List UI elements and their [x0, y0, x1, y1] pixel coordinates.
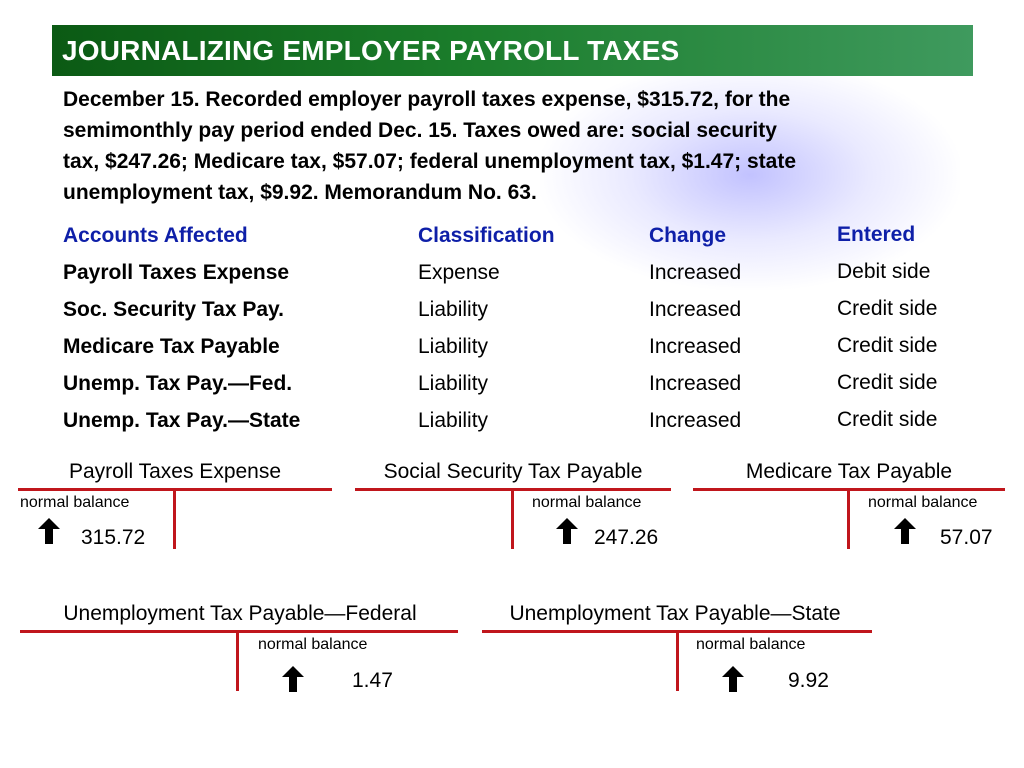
header-entered: Entered	[837, 223, 916, 246]
intro-paragraph: December 15. Recorded employer payroll t…	[63, 84, 973, 208]
table-row-account: Soc. Security Tax Pay.	[63, 298, 284, 321]
t-account-social-security-tax-payable: Social Security Tax Payable normal balan…	[352, 460, 674, 552]
table-row-classification: Liability	[418, 372, 489, 395]
header-accounts-affected: Accounts Affected	[63, 224, 248, 247]
intro-line: December 15. Recorded employer payroll t…	[63, 88, 791, 111]
table-row-entered: Credit side	[837, 334, 938, 357]
t-account-medicare-tax-payable: Medicare Tax Payable normal balance 57.0…	[690, 460, 1008, 552]
table-row-change: Increased	[649, 372, 742, 395]
t-account-unemployment-tax-payable-state: Unemployment Tax Payable—State normal ba…	[470, 602, 880, 694]
table-row-change: Increased	[649, 335, 742, 358]
t-account-amount: 1.47	[352, 669, 393, 692]
t-account-amount: 315.72	[81, 526, 146, 549]
t-account-center-line	[173, 488, 176, 549]
table-row-entered: Debit side	[837, 260, 931, 283]
table-row-entered: Credit side	[837, 297, 938, 320]
table-row-account: Payroll Taxes Expense	[63, 261, 290, 284]
up-arrow-icon	[282, 666, 304, 692]
table-row-classification: Liability	[418, 298, 489, 321]
up-arrow-icon	[38, 518, 60, 544]
t-account-payroll-taxes-expense: Payroll Taxes Expense normal balance 315…	[18, 460, 332, 552]
up-arrow-icon	[894, 518, 916, 544]
normal-balance-label: normal balance	[258, 636, 368, 653]
t-account-center-line	[511, 488, 514, 549]
table-row-classification: Liability	[418, 409, 489, 432]
t-account-title: Social Security Tax Payable	[383, 460, 643, 483]
up-arrow-icon	[722, 666, 744, 692]
t-account-title: Medicare Tax Payable	[745, 460, 953, 483]
t-account-amount: 247.26	[594, 526, 659, 549]
table-row-entered: Credit side	[837, 408, 938, 431]
intro-line: semimonthly pay period ended Dec. 15. Ta…	[63, 119, 777, 142]
intro-line: unemployment tax, $9.92. Memorandum No. …	[63, 181, 537, 204]
t-account-title: Payroll Taxes Expense	[68, 460, 282, 483]
table-row-change: Increased	[649, 409, 742, 432]
normal-balance-label: normal balance	[20, 494, 130, 511]
normal-balance-label: normal balance	[868, 494, 978, 511]
t-account-amount: 57.07	[940, 526, 993, 549]
t-account-top-line	[20, 630, 458, 633]
t-account-amount: 9.92	[788, 669, 829, 692]
table-row-classification: Expense	[418, 261, 500, 284]
t-account-title: Unemployment Tax Payable—State	[509, 602, 841, 625]
table-row-account: Medicare Tax Payable	[63, 335, 280, 358]
t-account-unemployment-tax-payable-federal: Unemployment Tax Payable—Federal normal …	[20, 602, 460, 694]
header-change: Change	[649, 224, 727, 247]
table-row-change: Increased	[649, 261, 742, 284]
up-arrow-icon	[556, 518, 578, 544]
table-row-classification: Liability	[418, 335, 489, 358]
table-row-account: Unemp. Tax Pay.—Fed.	[63, 372, 293, 395]
t-account-center-line	[676, 630, 679, 691]
t-account-center-line	[236, 630, 239, 691]
page-title: JOURNALIZING EMPLOYER PAYROLL TAXES	[62, 35, 680, 66]
normal-balance-label: normal balance	[696, 636, 806, 653]
title-bar: JOURNALIZING EMPLOYER PAYROLL TAXES	[52, 25, 973, 76]
t-account-center-line	[847, 488, 850, 549]
normal-balance-label: normal balance	[532, 494, 642, 511]
intro-line: tax, $247.26; Medicare tax, $57.07; fede…	[63, 150, 797, 173]
table-row-entered: Credit side	[837, 371, 938, 394]
header-classification: Classification	[418, 224, 555, 247]
table-row-account: Unemp. Tax Pay.—State	[63, 409, 301, 432]
t-account-title: Unemployment Tax Payable—Federal	[63, 602, 417, 625]
table-row-change: Increased	[649, 298, 742, 321]
